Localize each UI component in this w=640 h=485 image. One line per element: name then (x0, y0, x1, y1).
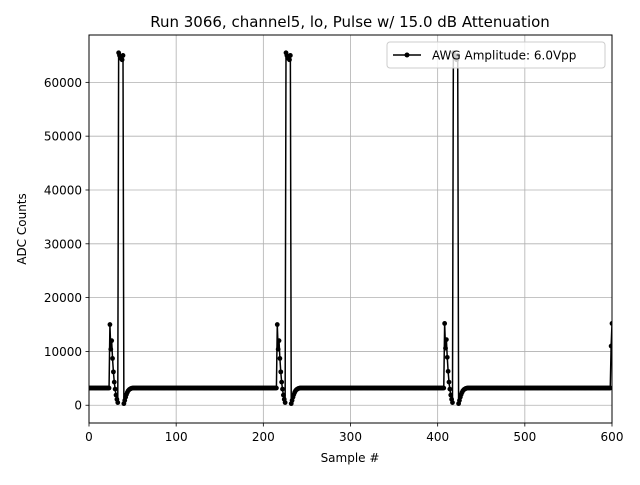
data-point (111, 379, 117, 385)
legend: AWG Amplitude: 6.0Vpp (386, 41, 606, 69)
y-tick-label: 10000 (44, 345, 82, 359)
x-tick-label: 200 (252, 430, 275, 444)
data-point (441, 385, 447, 391)
data-point (278, 369, 284, 375)
data-point (607, 385, 612, 391)
data-point (608, 343, 612, 349)
data-point (115, 400, 121, 405)
data-point (448, 392, 454, 398)
y-tick-label: 30000 (44, 237, 82, 251)
y-tick-label: 50000 (44, 130, 82, 144)
legend-marker-sample (404, 52, 410, 58)
plot-area (88, 34, 613, 424)
data-point (280, 392, 286, 398)
data-point (111, 369, 116, 375)
x-tick-label: 100 (165, 430, 188, 444)
data-point (274, 322, 280, 327)
data-point (444, 354, 450, 360)
data-point (609, 321, 612, 326)
data-point (277, 356, 283, 361)
data-point (110, 356, 115, 361)
data-point (282, 400, 288, 405)
x-tick-label: 500 (513, 430, 536, 444)
y-tick-label: 60000 (44, 76, 82, 90)
data-point (445, 368, 451, 374)
y-tick-label: 0 (74, 399, 82, 413)
y-tick-label: 40000 (44, 183, 82, 197)
x-tick-label: 400 (426, 430, 449, 444)
x-tick-label: 300 (339, 430, 362, 444)
data-point (120, 53, 126, 58)
series-layer (89, 50, 612, 407)
y-tick-label: 20000 (44, 291, 82, 305)
data-point (287, 53, 293, 58)
data-point (108, 346, 114, 352)
data-point (450, 400, 455, 405)
data-point (276, 338, 282, 344)
data-point (280, 386, 285, 392)
data-point (446, 379, 452, 385)
data-point (106, 385, 112, 391)
x-tick-label: 0 (85, 430, 93, 444)
chart-title: Run 3066, channel5, lo, Pulse w/ 15.0 dB… (150, 13, 550, 31)
data-point (447, 386, 453, 392)
data-point (113, 392, 119, 398)
data-point (274, 385, 279, 391)
grid-lines (88, 35, 613, 423)
data-point (112, 386, 118, 392)
data-point (107, 322, 113, 327)
data-point (287, 57, 292, 63)
data-point (119, 57, 125, 63)
x-tick-label: 600 (601, 430, 624, 444)
data-point (442, 321, 448, 326)
x-axis-label: Sample # (321, 451, 380, 465)
data-point (109, 338, 115, 344)
data-point (443, 345, 448, 351)
y-axis-label: ADC Counts (15, 193, 29, 265)
data-point (443, 337, 449, 342)
x-axis: 0 100 200 300 400 500 600 (85, 423, 623, 444)
y-axis: 0 10000 20000 30000 40000 50000 60000 (44, 76, 89, 413)
legend-box (386, 41, 606, 69)
data-point (279, 379, 285, 385)
legend-label: AWG Amplitude: 6.0Vpp (432, 49, 576, 63)
data-point (275, 346, 281, 352)
